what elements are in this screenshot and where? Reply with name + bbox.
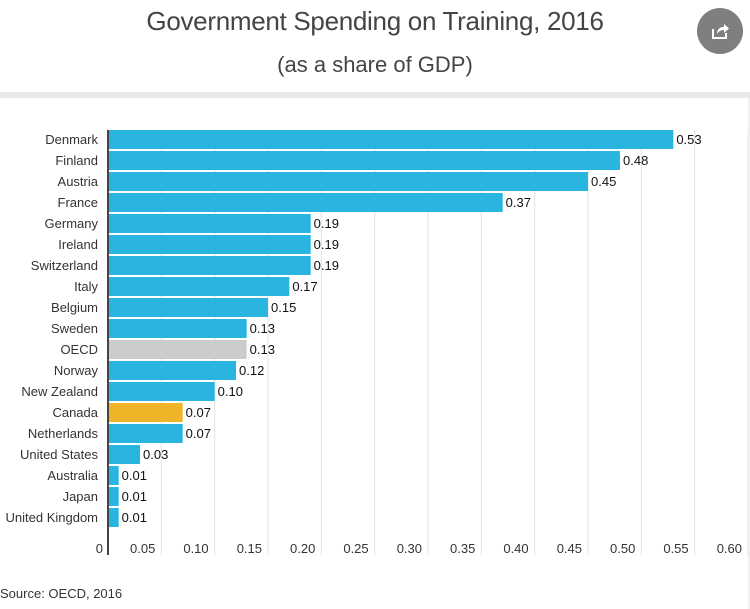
bar-australia <box>108 466 119 485</box>
bar-germany <box>108 214 311 233</box>
bar-ireland <box>108 235 311 254</box>
x-tick-label: 0.15 <box>237 541 262 556</box>
x-tick-label: 0.55 <box>663 541 688 556</box>
value-label: 0.13 <box>250 342 275 357</box>
x-tick-label: 0 <box>96 541 103 556</box>
x-tick-label: 0.60 <box>717 541 742 556</box>
x-tick-label: 0.50 <box>610 541 635 556</box>
value-label: 0.12 <box>239 363 264 378</box>
header-divider <box>0 92 750 98</box>
category-label: Sweden <box>51 321 98 336</box>
category-label: Netherlands <box>28 426 99 441</box>
bars <box>108 130 674 527</box>
value-label: 0.07 <box>186 405 211 420</box>
category-label: United Kingdom <box>6 510 99 525</box>
bar-belgium <box>108 298 268 317</box>
value-label: 0.10 <box>218 384 243 399</box>
bar-norway <box>108 361 236 380</box>
value-label: 0.53 <box>676 132 701 147</box>
value-label: 0.37 <box>506 195 531 210</box>
value-label: 0.07 <box>186 426 211 441</box>
x-tick-label: 0.30 <box>397 541 422 556</box>
category-labels: Denmark Finland Austria France Germany Irelan… <box>6 132 99 525</box>
category-label: Australia <box>47 468 98 483</box>
share-icon <box>712 24 729 39</box>
category-label: Germany <box>45 216 99 231</box>
share-button[interactable] <box>697 8 743 54</box>
bar-france <box>108 193 503 212</box>
category-label: Belgium <box>51 300 98 315</box>
value-label: 0.03 <box>143 447 168 462</box>
bar-oecd <box>108 340 247 359</box>
x-tick-label: 0.20 <box>290 541 315 556</box>
x-tick-label: 0.10 <box>183 541 208 556</box>
chart-title: Government Spending on Training, 2016 <box>146 6 604 36</box>
bar-new-zealand <box>108 382 215 401</box>
value-label: 0.01 <box>122 468 147 483</box>
category-label: Switzerland <box>31 258 98 273</box>
bar-denmark <box>108 130 674 149</box>
value-label: 0.19 <box>314 237 339 252</box>
bar-canada <box>108 403 183 422</box>
source-note: Source: OECD, 2016 <box>0 586 123 601</box>
value-label: 0.01 <box>122 489 147 504</box>
bar-chart: Denmark Finland Austria France Germany Irelan… <box>6 130 749 556</box>
value-label: 0.45 <box>591 174 616 189</box>
category-label: Ireland <box>58 237 98 252</box>
bar-italy <box>108 277 290 296</box>
x-tick-label: 0.40 <box>503 541 528 556</box>
bar-austria <box>108 172 588 191</box>
x-tick-label: 0.35 <box>450 541 475 556</box>
bar-united-states <box>108 445 140 464</box>
value-label: 0.19 <box>314 216 339 231</box>
value-labels: 0.53 0.48 0.45 0.37 0.19 0.19 0.19 0.17 0.15 0.13… <box>122 132 702 525</box>
chart-subtitle: (as a share of GDP) <box>277 52 473 77</box>
value-label: 0.13 <box>250 321 275 336</box>
x-tick-label: 0.05 <box>130 541 155 556</box>
value-label: 0.15 <box>271 300 296 315</box>
value-label: 0.48 <box>623 153 648 168</box>
category-label: Austria <box>58 174 99 189</box>
bar-netherlands <box>108 424 183 443</box>
bar-switzerland <box>108 256 311 275</box>
value-label: 0.01 <box>122 510 147 525</box>
value-label: 0.19 <box>314 258 339 273</box>
bar-united-kingdom <box>108 508 119 527</box>
category-label: New Zealand <box>21 384 98 399</box>
x-tick-labels: 0 0.05 0.10 0.15 0.20 0.25 0.30 0.35 0.40 0.45 0.5… <box>96 541 742 556</box>
category-label: Canada <box>52 405 98 420</box>
category-label: Norway <box>54 363 99 378</box>
x-tick-label: 0.45 <box>557 541 582 556</box>
bar-sweden <box>108 319 247 338</box>
category-label: Italy <box>74 279 98 294</box>
category-label: Japan <box>63 489 98 504</box>
category-label: United States <box>20 447 99 462</box>
category-label: Denmark <box>45 132 98 147</box>
right-border <box>748 98 750 609</box>
value-label: 0.17 <box>292 279 317 294</box>
bar-japan <box>108 487 119 506</box>
category-label: France <box>58 195 98 210</box>
bar-finland <box>108 151 620 170</box>
category-label: Finland <box>55 153 98 168</box>
x-tick-label: 0.25 <box>343 541 368 556</box>
category-label: OECD <box>60 342 98 357</box>
